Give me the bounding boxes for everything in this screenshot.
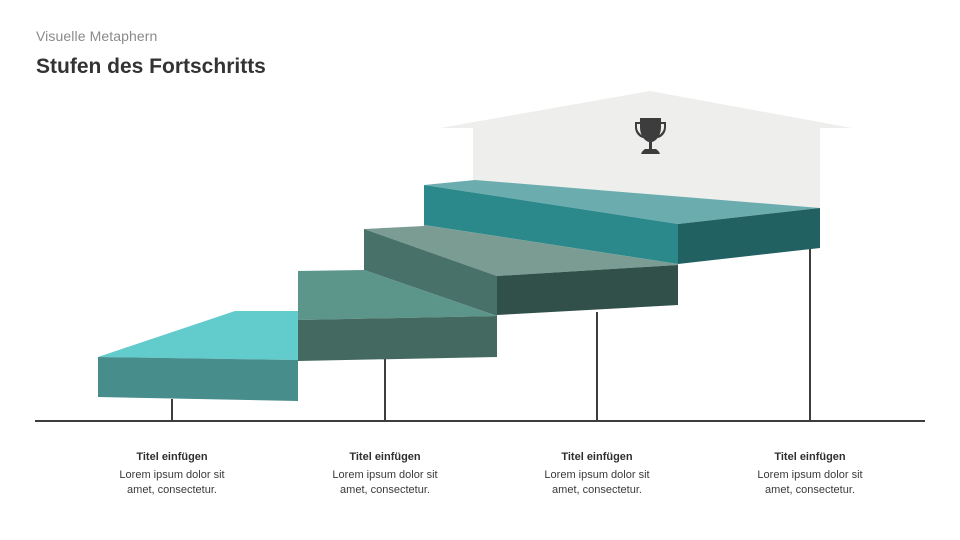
step-3-description-line2: amet, consectetur. — [552, 484, 642, 496]
step-2-description-line2: amet, consectetur. — [340, 484, 430, 496]
step-2-description-line1: Lorem ipsum dolor sit — [332, 469, 438, 481]
step-3-description-line1: Lorem ipsum dolor sit — [544, 469, 650, 481]
step-4-front — [678, 208, 820, 264]
step-1-title: Titel einfügen — [136, 451, 208, 463]
step-1-front — [98, 357, 298, 401]
step-2 — [298, 270, 497, 361]
step-4-description-line2: amet, consectetur. — [765, 484, 855, 496]
step-label-2: Titel einfügen Lorem ipsum dolor sit ame… — [295, 451, 475, 498]
step-4-title: Titel einfügen — [774, 451, 846, 463]
step-3-title: Titel einfügen — [561, 451, 633, 463]
slide-subtitle: Visuelle Metaphern — [36, 28, 158, 44]
step-label-1: Titel einfügen Lorem ipsum dolor sit ame… — [82, 451, 262, 498]
slide-title: Stufen des Fortschritts — [36, 55, 266, 78]
step-2-top — [298, 270, 497, 320]
step-4-top — [424, 180, 820, 224]
step-3-riser — [364, 229, 497, 316]
step-2-title: Titel einfügen — [349, 451, 421, 463]
step-3-front — [497, 265, 678, 315]
step-label-3: Titel einfügen Lorem ipsum dolor sit ame… — [507, 451, 687, 498]
trophy-icon — [635, 118, 666, 154]
step-1-description-line2: amet, consectetur. — [127, 484, 217, 496]
step-label-4: Titel einfügen Lorem ipsum dolor sit ame… — [720, 451, 900, 498]
step-4 — [424, 180, 820, 264]
step-1-description-line1: Lorem ipsum dolor sit — [119, 469, 225, 481]
step-1-top — [98, 311, 298, 360]
step-4-description-line1: Lorem ipsum dolor sit — [757, 469, 863, 481]
step-1 — [98, 311, 298, 401]
step-3 — [364, 225, 678, 316]
step-2-front — [298, 316, 497, 361]
step-3-top — [364, 225, 678, 276]
step-4-riser — [424, 185, 678, 264]
